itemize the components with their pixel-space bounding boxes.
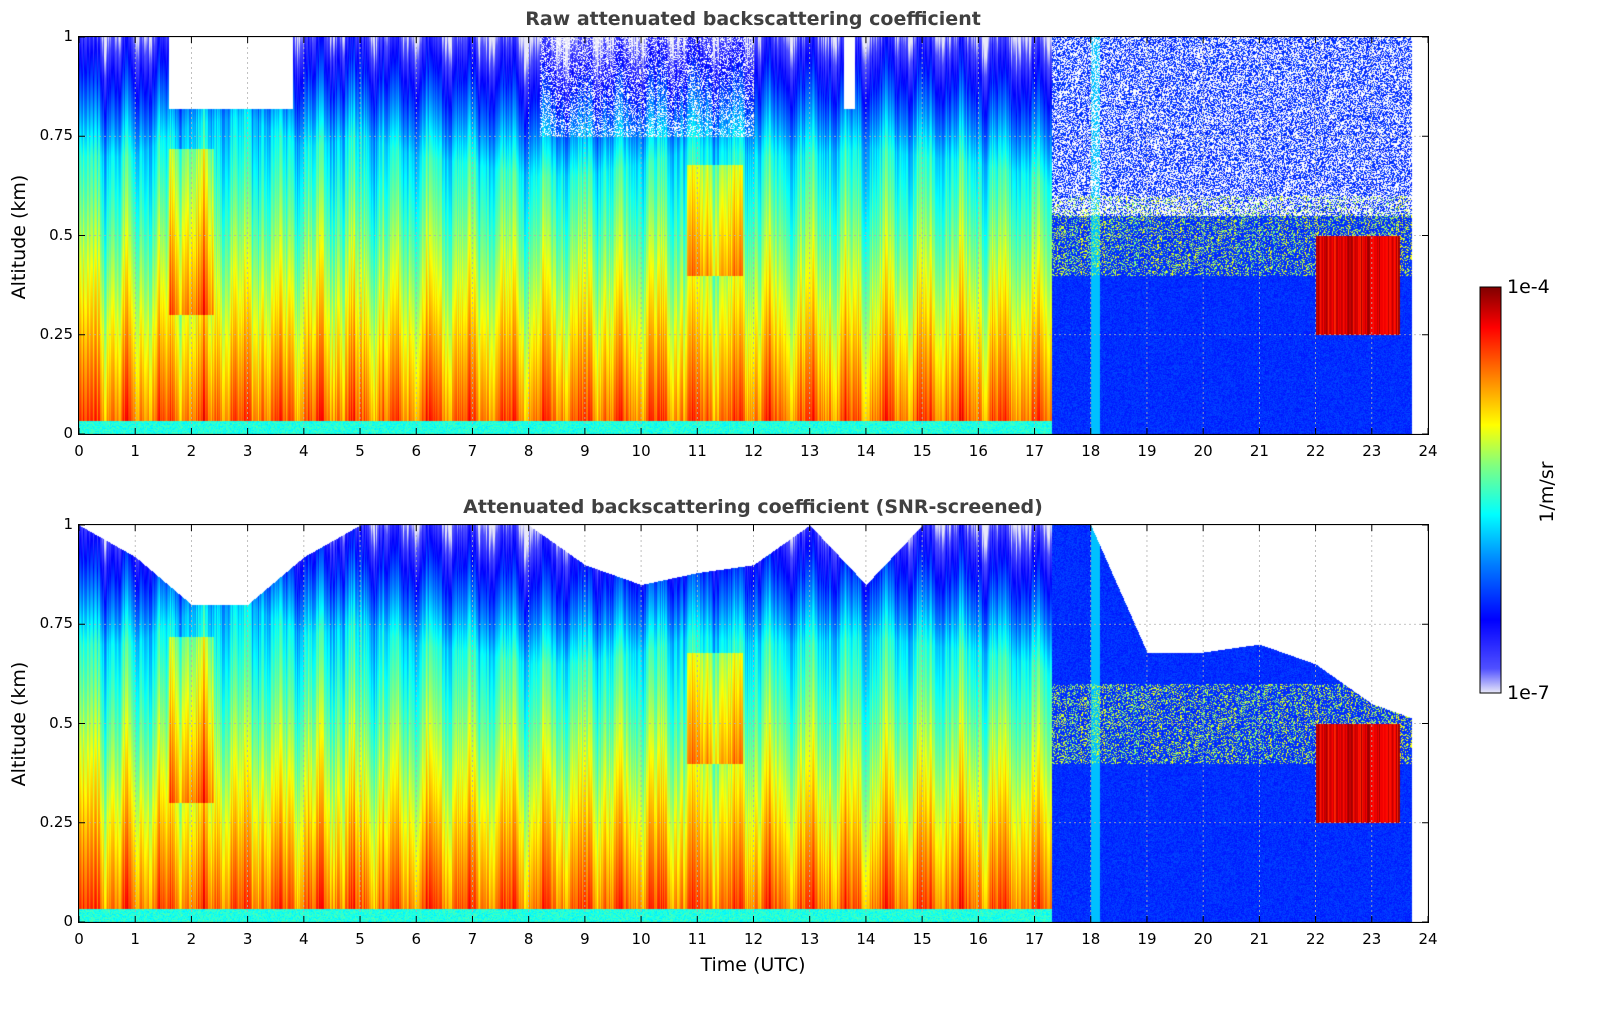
x-tick-label: 10 [631, 442, 651, 460]
x-tick-label: 1 [130, 930, 140, 948]
x-tick-label: 15 [912, 442, 932, 460]
x-tick-label: 22 [1306, 442, 1326, 460]
x-tick-label: 6 [411, 442, 422, 460]
y-tick-label: 0.25 [39, 812, 73, 831]
bottom-plot-axes [78, 524, 1429, 923]
y-tick-label: 0 [63, 424, 73, 442]
x-tick-label: 0 [74, 930, 84, 948]
x-tick-label: 2 [186, 930, 197, 948]
y-tick-label: 0.75 [39, 126, 73, 145]
x-tick-label: 12 [743, 442, 764, 460]
x-tick-label: 14 [856, 442, 876, 460]
x-tick-label: 18 [1081, 930, 1101, 948]
x-tick-label: 4 [299, 930, 309, 948]
bottom-plot-ylabel: Altitude (km) [8, 661, 30, 787]
x-tick-label: 0 [74, 442, 84, 460]
x-tick-label: 1 [130, 442, 140, 460]
x-tick-label: 17 [1024, 442, 1045, 460]
x-tick-label: 11 [687, 930, 707, 948]
y-tick-label: 0.25 [39, 324, 73, 343]
plot-frame [78, 524, 1429, 923]
x-tick-label: 19 [1137, 442, 1157, 460]
x-tick-label: 9 [580, 442, 590, 460]
bottom-plot-xlabel: Time (UTC) [700, 954, 806, 976]
x-tick-label: 15 [912, 930, 932, 948]
x-tick-label: 5 [355, 930, 365, 948]
x-tick-label: 20 [1193, 930, 1213, 948]
y-tick-label: 0.75 [39, 614, 73, 633]
x-tick-label: 4 [299, 442, 309, 460]
x-tick-label: 21 [1249, 930, 1269, 948]
plot-frame [78, 36, 1429, 435]
x-tick-label: 12 [743, 930, 764, 948]
x-tick-label: 10 [631, 930, 651, 948]
y-tick-label: 1 [63, 27, 73, 45]
x-tick-label: 5 [355, 442, 365, 460]
x-tick-label: 24 [1418, 442, 1438, 460]
x-tick-label: 7 [467, 930, 478, 948]
x-tick-label: 8 [523, 930, 534, 948]
x-tick-label: 16 [968, 930, 988, 948]
top-plot-axes [78, 36, 1429, 435]
x-tick-label: 2 [186, 442, 197, 460]
x-tick-label: 13 [800, 442, 820, 460]
x-tick-label: 20 [1193, 442, 1213, 460]
x-tick-label: 6 [411, 930, 422, 948]
x-tick-label: 3 [242, 930, 253, 948]
x-tick-label: 17 [1024, 930, 1045, 948]
x-tick-label: 22 [1306, 930, 1326, 948]
colorbar-min-label: 1e-7 [1507, 682, 1550, 704]
y-tick-label: 0 [63, 912, 73, 930]
x-tick-label: 23 [1362, 930, 1382, 948]
colorbar-max-label: 1e-4 [1507, 276, 1550, 298]
x-tick-label: 9 [580, 930, 590, 948]
y-tick-label: 1 [63, 515, 73, 533]
x-tick-label: 13 [800, 930, 820, 948]
x-tick-label: 14 [856, 930, 876, 948]
top-plot-title: Raw attenuated backscattering coefficien… [525, 8, 981, 30]
x-tick-label: 24 [1418, 930, 1438, 948]
x-tick-label: 18 [1081, 442, 1101, 460]
y-tick-label: 0.5 [49, 225, 73, 244]
x-tick-label: 3 [242, 442, 253, 460]
x-tick-label: 16 [968, 442, 988, 460]
x-tick-label: 23 [1362, 442, 1382, 460]
x-tick-label: 8 [523, 442, 534, 460]
x-tick-label: 19 [1137, 930, 1157, 948]
bottom-plot-title: Attenuated backscattering coefficient (S… [463, 496, 1043, 518]
y-tick-label: 0.5 [49, 713, 73, 732]
colorbar-unit-label: 1/m/sr [1536, 461, 1558, 523]
x-tick-label: 7 [467, 442, 478, 460]
colorbar [1479, 286, 1502, 694]
x-tick-label: 11 [687, 442, 707, 460]
top-plot-ylabel: Altitude (km) [8, 174, 30, 300]
x-tick-label: 21 [1249, 442, 1269, 460]
